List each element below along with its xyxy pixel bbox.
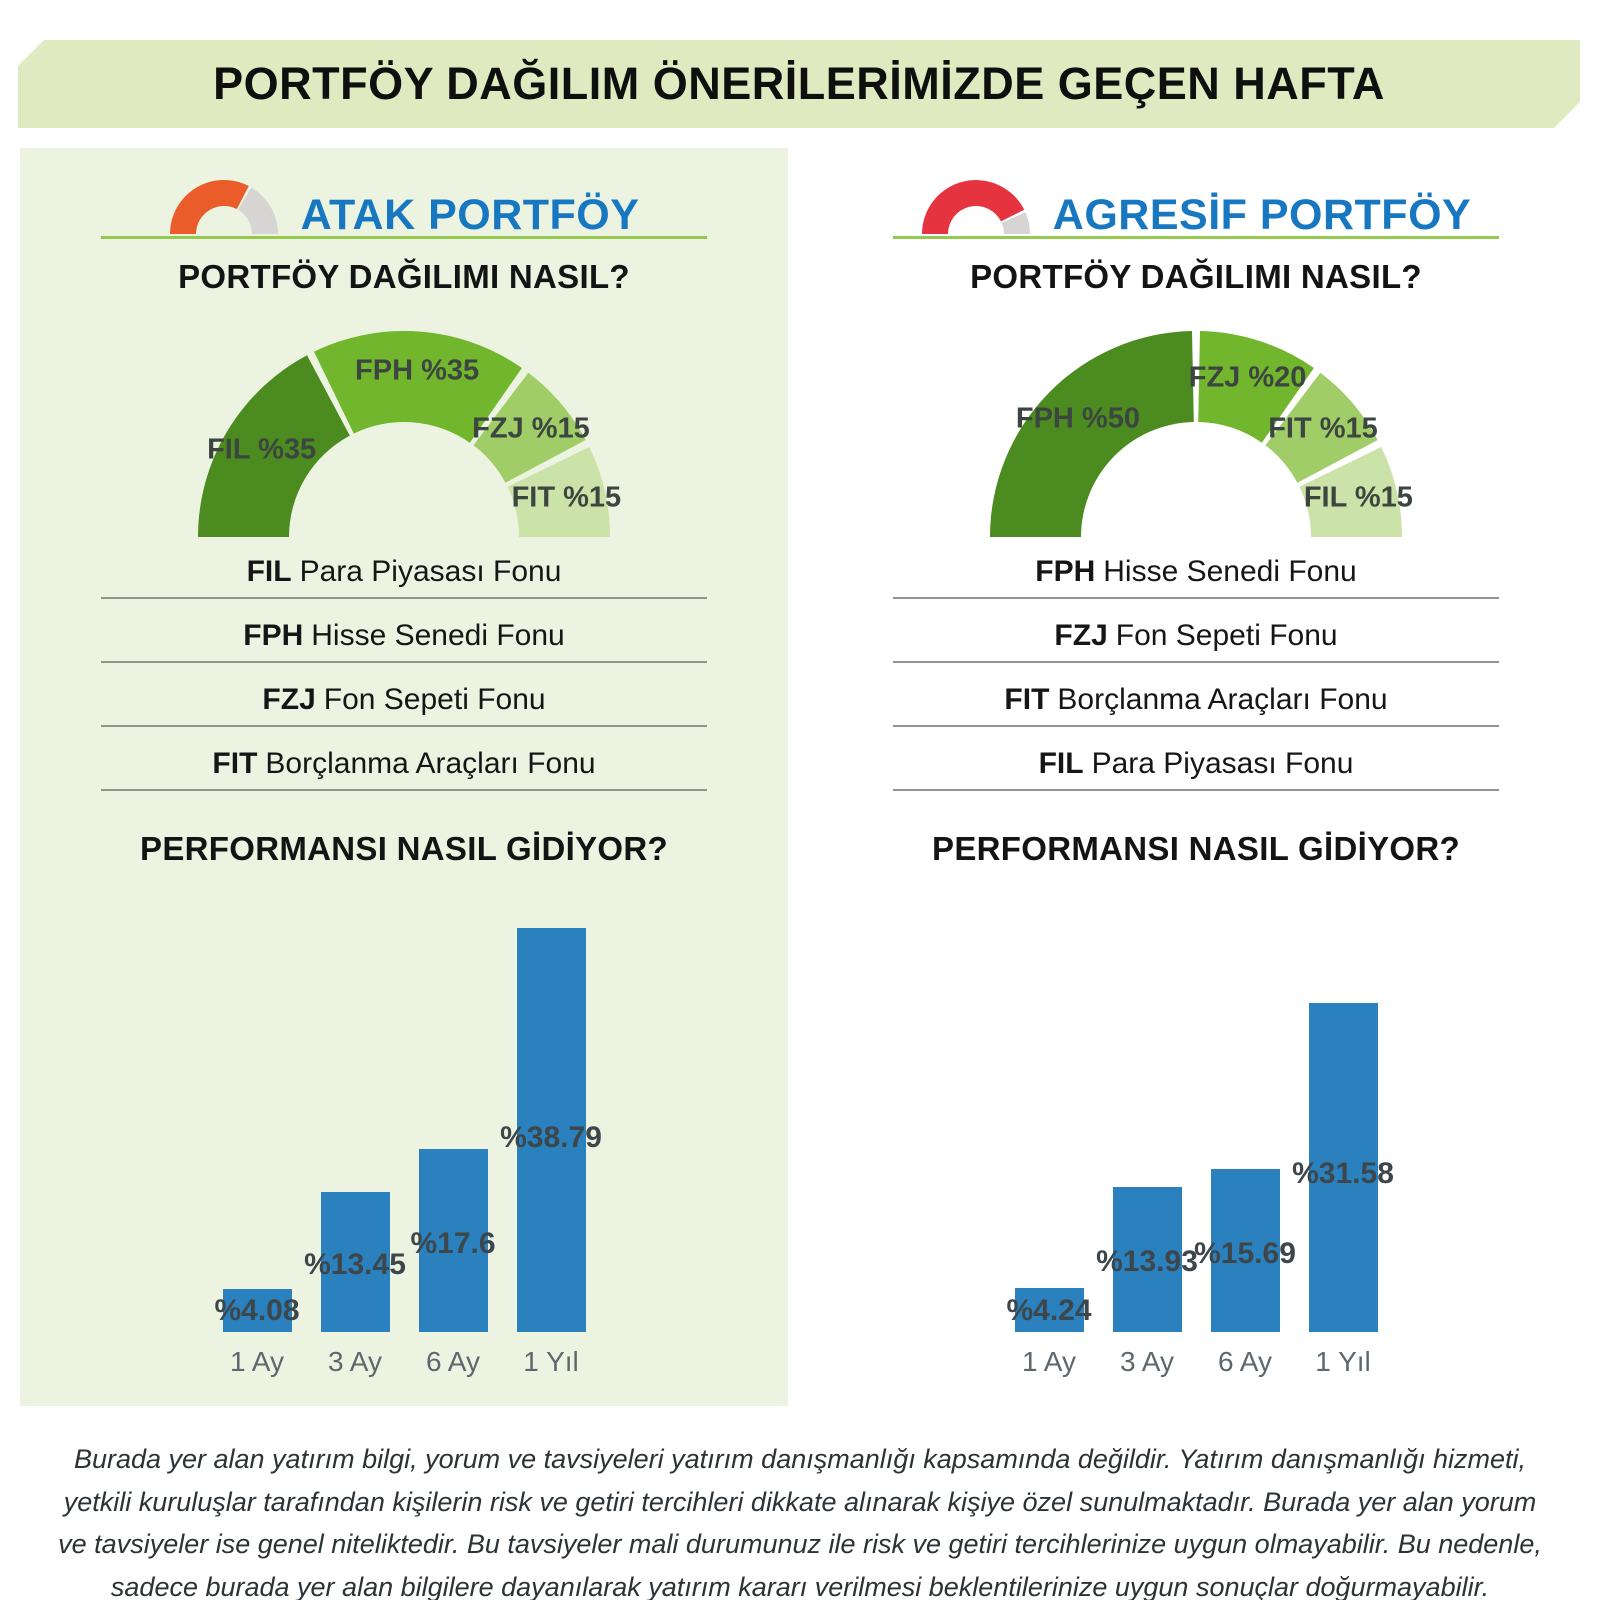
arc-segment [507, 447, 610, 537]
performance-heading: PERFORMANSI NASIL GİDİYOR? [932, 830, 1460, 867]
donut-segment-label: FPH %35 [355, 354, 480, 386]
bar-value-label: %4.08 [214, 1294, 300, 1328]
fund-row: FIT Borçlanma Araçları Fonu [893, 663, 1499, 727]
fund-row: FIL Para Piyasası Fonu [101, 535, 707, 599]
donut-segment-label: FIT %15 [511, 481, 622, 514]
arc-segment [1265, 372, 1378, 483]
allocation-heading: PORTFÖY DAĞILIMI NASIL? [970, 258, 1422, 295]
bar-category-label: 1 Ay [230, 1346, 284, 1377]
arc-segment [473, 372, 586, 483]
fund-code: FPH [1035, 555, 1096, 588]
performance-bar-chart: %4.08 %13.45 %17.6 %38.79 [20, 908, 788, 1332]
performance-bar: %4.08 [214, 1289, 300, 1332]
bar-category-label: 1 Ay [1022, 1346, 1076, 1377]
donut-segment-label: FIL %15 [1303, 481, 1413, 514]
fund-code: FIL [246, 555, 292, 588]
fund-row: FIL Para Piyasası Fonu [893, 727, 1499, 791]
performance-bar: %31.58 [1292, 1003, 1394, 1332]
fund-row: FZJ Fon Sepeti Fonu [101, 663, 707, 727]
panel-header: ATAK PORTFÖY [20, 174, 788, 240]
fund-name: Borçlanma Araçları Fonu [265, 747, 596, 780]
page-title: PORTFÖY DAĞILIM ÖNERİLERİMİZDE GEÇEN HAF… [213, 58, 1385, 109]
performance-bar: %15.69 [1194, 1169, 1296, 1332]
bar-category-label: 6 Ay [1218, 1346, 1272, 1377]
bar-value-label: %13.93 [1096, 1245, 1198, 1279]
bar-value-label: %15.69 [1194, 1236, 1296, 1270]
fund-row: FPH Hisse Senedi Fonu [101, 599, 707, 663]
donut-segment-label: FZJ %20 [1188, 361, 1307, 394]
fund-code: FZJ [1054, 619, 1108, 652]
fund-name: Fon Sepeti Fonu [323, 683, 546, 716]
bar-category-label: 3 Ay [1120, 1346, 1174, 1377]
fund-name: Para Piyasası Fonu [1091, 747, 1354, 780]
divider-line [101, 236, 707, 239]
arc-segment [198, 355, 350, 537]
bar-value-label: %13.45 [304, 1247, 406, 1281]
fund-row: FZJ Fon Sepeti Fonu [893, 599, 1499, 663]
allocation-donut-chart: FPH %50 FZJ %20 FIT %15 FIL %15 [986, 327, 1413, 543]
fund-code: FZJ [262, 683, 316, 716]
panel-title: ATAK PORTFÖY [300, 191, 640, 240]
arc-segment [314, 330, 522, 443]
bar-value-label: %17.6 [410, 1227, 496, 1261]
fund-legend: FIL Para Piyasası Fonu FPH Hisse Senedi Fo… [101, 535, 707, 791]
performance-bar: %17.6 [410, 1149, 496, 1332]
performance-bar-chart: %4.24 %13.93 %15.69 %31.58 [812, 908, 1580, 1332]
performance-bar: %13.93 [1096, 1187, 1198, 1332]
bar-chart-categories: 1 Ay 3 Ay 6 Ay 1 Yıl [20, 1346, 788, 1378]
fund-code: FPH [243, 619, 304, 652]
fund-name: Fon Sepeti Fonu [1115, 619, 1338, 652]
bar-category-label: 3 Ay [328, 1346, 382, 1377]
arc-segment [169, 179, 249, 234]
fund-code: FIT [1004, 683, 1050, 716]
arc-segment [1001, 212, 1030, 234]
portfolio-panel-atak: ATAK PORTFÖY PORTFÖY DAĞILIMI NASIL? FIL… [20, 148, 788, 1406]
performance-bar: %38.79 [500, 928, 602, 1332]
fund-legend: FPH Hisse Senedi Fonu FZJ Fon Sepeti Fonu … [893, 535, 1499, 791]
fund-code: FIL [1038, 747, 1084, 780]
bar-value-label: %4.24 [1006, 1293, 1092, 1327]
performance-heading: PERFORMANSI NASIL GİDİYOR? [140, 830, 668, 867]
arc-segment [237, 187, 278, 234]
fund-name: Hisse Senedi Fonu [311, 619, 565, 652]
donut-segment-label: FIT %15 [1268, 412, 1378, 445]
arc-segment [1299, 447, 1402, 537]
bar-category-label: 1 Yıl [1315, 1346, 1371, 1377]
portfolio-panel-agresif: AGRESİF PORTFÖY PORTFÖY DAĞILIMI NASIL? … [812, 148, 1580, 1406]
allocation-heading: PORTFÖY DAĞILIMI NASIL? [178, 258, 630, 295]
allocation-donut-chart: FIL %35 FPH %35 FZJ %15 FIT %15 [194, 327, 621, 543]
disclaimer-text: Burada yer alan yatırım bilgi, yorum ve … [58, 1444, 1542, 1600]
bar-value-label: %38.79 [500, 1121, 602, 1155]
divider-line [893, 236, 1499, 239]
bar-chart-categories: 1 Ay 3 Ay 6 Ay 1 Yıl [812, 1346, 1580, 1378]
gauge-icon [921, 180, 1030, 234]
header-banner: PORTFÖY DAĞILIM ÖNERİLERİMİZDE GEÇEN HAF… [18, 40, 1580, 128]
performance-bar: %4.24 [1006, 1288, 1092, 1332]
donut-segment-label: FZJ %15 [472, 412, 590, 445]
fund-row: FPH Hisse Senedi Fonu [893, 535, 1499, 599]
fund-name: Para Piyasası Fonu [299, 555, 562, 588]
bar-category-label: 6 Ay [426, 1346, 480, 1377]
fund-code: FIT [212, 747, 258, 780]
arc-segment [1198, 331, 1314, 443]
donut-segment-label: FPH %50 [1015, 402, 1140, 435]
performance-bar: %13.45 [304, 1192, 406, 1332]
fund-name: Borçlanma Araçları Fonu [1057, 683, 1388, 716]
panel-header: AGRESİF PORTFÖY [812, 174, 1580, 240]
fund-name: Hisse Senedi Fonu [1103, 555, 1357, 588]
bar-value-label: %31.58 [1292, 1157, 1394, 1191]
panel-title: AGRESİF PORTFÖY [1052, 191, 1472, 240]
fund-row: FIT Borçlanma Araçları Fonu [101, 727, 707, 791]
donut-segment-label: FIL %35 [207, 433, 317, 466]
bar-category-label: 1 Yıl [523, 1346, 579, 1377]
arc-segment [921, 180, 1024, 234]
arc-segment [990, 331, 1194, 537]
gauge-icon [169, 179, 278, 234]
